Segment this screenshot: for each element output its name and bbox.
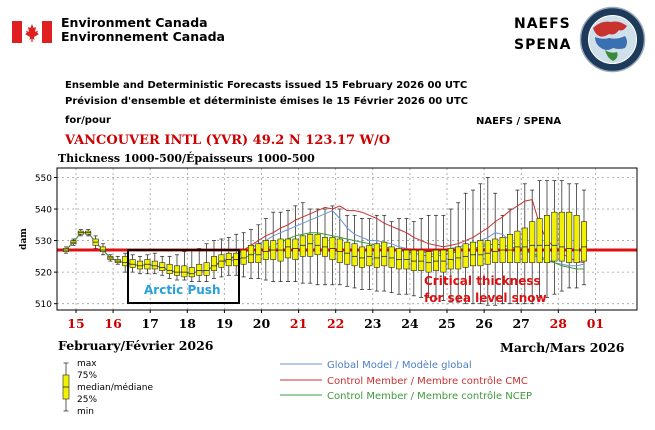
- box-iqr: [240, 249, 247, 265]
- org-name-en: Environment Canada: [61, 15, 208, 30]
- box-iqr: [462, 243, 469, 268]
- station-title: VANCOUVER INTL (YVR) 49.2 N 123.17 W/O: [65, 133, 391, 148]
- box-iqr: [551, 211, 558, 262]
- box-iqr: [188, 267, 195, 278]
- legend-cmc-control: Control Member / Membre contrôle CMC: [327, 376, 528, 387]
- y-axis-label: dam: [19, 228, 29, 250]
- box-iqr: [529, 221, 536, 263]
- box-iqr: [299, 235, 306, 257]
- box-iqr: [492, 238, 499, 263]
- box-iqr: [248, 245, 255, 263]
- box-iqr: [484, 240, 491, 265]
- box-iqr: [418, 249, 425, 271]
- box-iqr: [307, 233, 314, 257]
- box-iqr: [543, 215, 550, 263]
- naefs-spena-label: NAEFS / SPENA: [476, 116, 562, 127]
- box-iqr: [477, 240, 484, 267]
- legend-median: median/médiane: [77, 383, 154, 393]
- box-iqr: [166, 263, 173, 275]
- y-tick-label: 530: [35, 237, 52, 247]
- thickness-label: Thickness 1000-500/Épaisseurs 1000-500: [58, 152, 315, 165]
- y-tick-label: 520: [35, 269, 52, 279]
- naefs-title: NAEFS: [514, 16, 571, 32]
- box-iqr: [174, 265, 181, 276]
- box-iqr: [410, 249, 417, 271]
- issued-text-fr: Prévision d'ensemble et déterministe émi…: [65, 96, 468, 107]
- box-iqr: [351, 243, 358, 267]
- box-iqr: [432, 249, 439, 271]
- box-iqr: [366, 245, 373, 267]
- box-iqr: [151, 260, 158, 270]
- box-iqr: [373, 243, 380, 268]
- box-iqr: [314, 233, 321, 256]
- month-label-mar: March/Mars 2026: [500, 340, 625, 355]
- box-iqr: [521, 227, 528, 263]
- for-pour-label: for/pour: [65, 115, 111, 126]
- x-day-label: 25: [438, 316, 455, 331]
- box-iqr: [358, 246, 365, 268]
- box-iqr: [159, 262, 166, 271]
- x-day-label: 19: [216, 316, 233, 331]
- canada-flag-icon: [12, 21, 52, 43]
- box-iqr: [573, 215, 580, 263]
- box-iqr: [580, 221, 587, 262]
- box-iqr: [447, 248, 454, 270]
- arctic-push-label: Arctic Push: [144, 283, 220, 297]
- box-iqr: [536, 218, 543, 263]
- legend-min: min: [77, 407, 94, 417]
- box-iqr: [284, 238, 291, 259]
- x-day-label: 17: [141, 316, 158, 331]
- arctic-push-box: [127, 249, 240, 304]
- org-name-fr: Environnement Canada: [61, 29, 225, 44]
- box-iqr: [129, 259, 136, 268]
- legend-q25: 25%: [77, 395, 98, 405]
- x-day-label: 01: [587, 316, 604, 331]
- x-day-label: 15: [67, 316, 84, 331]
- naefs-logo-icon: [579, 6, 646, 73]
- spena-title: SPENA: [514, 37, 572, 53]
- box-iqr: [181, 265, 188, 278]
- box-iqr: [388, 246, 395, 268]
- x-day-label: 27: [512, 316, 529, 331]
- box-iqr: [262, 240, 269, 260]
- box-iqr: [292, 238, 299, 260]
- box-iqr: [469, 241, 476, 267]
- legend-q75: 75%: [77, 371, 98, 381]
- box-iqr: [425, 251, 432, 273]
- y-tick-label: 550: [35, 174, 52, 184]
- plot-frame: [56, 167, 638, 311]
- y-tick-label: 510: [35, 300, 52, 310]
- box-iqr: [336, 238, 343, 263]
- box-iqr: [137, 260, 144, 270]
- box-iqr: [381, 241, 388, 267]
- box-iqr: [100, 246, 107, 252]
- box-iqr: [566, 211, 573, 263]
- box-iqr: [395, 248, 402, 270]
- x-day-label: 16: [104, 316, 122, 331]
- box-iqr: [196, 263, 203, 276]
- box-iqr: [255, 243, 262, 263]
- x-day-label: 18: [179, 316, 197, 331]
- y-tick-label: 540: [35, 206, 52, 216]
- box-iqr: [506, 233, 513, 263]
- x-day-label: 23: [364, 316, 381, 331]
- legend-ncep-control: Control Member / Membre contrôle NCEP: [327, 391, 533, 402]
- critical-annotation-line2: for sea level snow: [424, 291, 547, 305]
- x-day-label: 22: [327, 316, 344, 331]
- critical-annotation-line1: Critical thickness: [424, 274, 541, 288]
- box-iqr: [211, 256, 218, 271]
- x-day-label: 28: [550, 316, 568, 331]
- month-label-feb: February/Février 2026: [58, 338, 214, 353]
- box-iqr: [558, 211, 565, 262]
- legend-max: max: [77, 359, 97, 369]
- x-day-label: 21: [290, 316, 307, 331]
- x-day-label: 26: [475, 316, 493, 331]
- x-day-label: 20: [253, 316, 271, 331]
- x-day-label: 24: [401, 316, 419, 331]
- box-iqr: [203, 262, 210, 276]
- legend-global-model: Global Model / Modèle global: [327, 360, 472, 371]
- issued-text-en: Ensemble and Deterministic Forecasts iss…: [65, 80, 468, 91]
